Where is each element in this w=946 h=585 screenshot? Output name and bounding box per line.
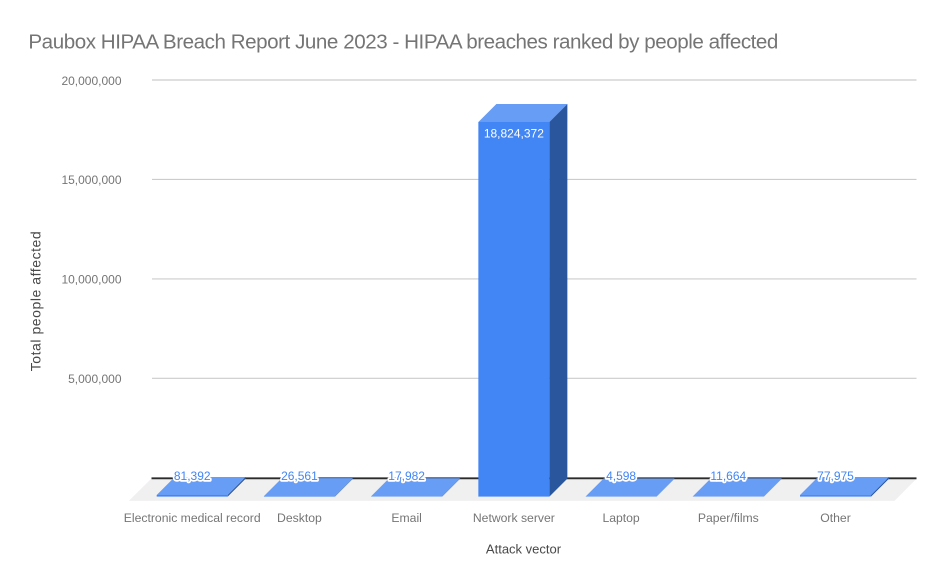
svg-text:4,598: 4,598 <box>606 469 636 483</box>
svg-text:15,000,000: 15,000,000 <box>61 173 121 187</box>
svg-text:Network server: Network server <box>473 511 555 525</box>
svg-text:26,561: 26,561 <box>281 469 318 483</box>
svg-text:Desktop: Desktop <box>277 511 322 525</box>
svg-text:10,000,000: 10,000,000 <box>61 273 121 287</box>
svg-text:Attack vector: Attack vector <box>486 541 562 556</box>
svg-text:81,392: 81,392 <box>174 469 211 483</box>
svg-text:Email: Email <box>391 511 421 525</box>
svg-text:18,824,372: 18,824,372 <box>484 126 544 140</box>
svg-text:Total people affected: Total people affected <box>28 231 44 371</box>
svg-text:17,982: 17,982 <box>388 469 425 483</box>
svg-text:20,000,000: 20,000,000 <box>61 74 121 88</box>
svg-text:Paubox HIPAA Breach Report Jun: Paubox HIPAA Breach Report June 2023 - H… <box>28 31 778 54</box>
svg-text:Paper/films: Paper/films <box>698 511 759 525</box>
svg-text:Electronic medical record: Electronic medical record <box>124 511 261 525</box>
svg-text:Other: Other <box>820 511 850 525</box>
svg-text:5,000,000: 5,000,000 <box>68 372 122 386</box>
svg-text:11,664: 11,664 <box>710 469 746 483</box>
svg-text:Laptop: Laptop <box>602 511 639 525</box>
svg-text:77,975: 77,975 <box>817 469 854 483</box>
